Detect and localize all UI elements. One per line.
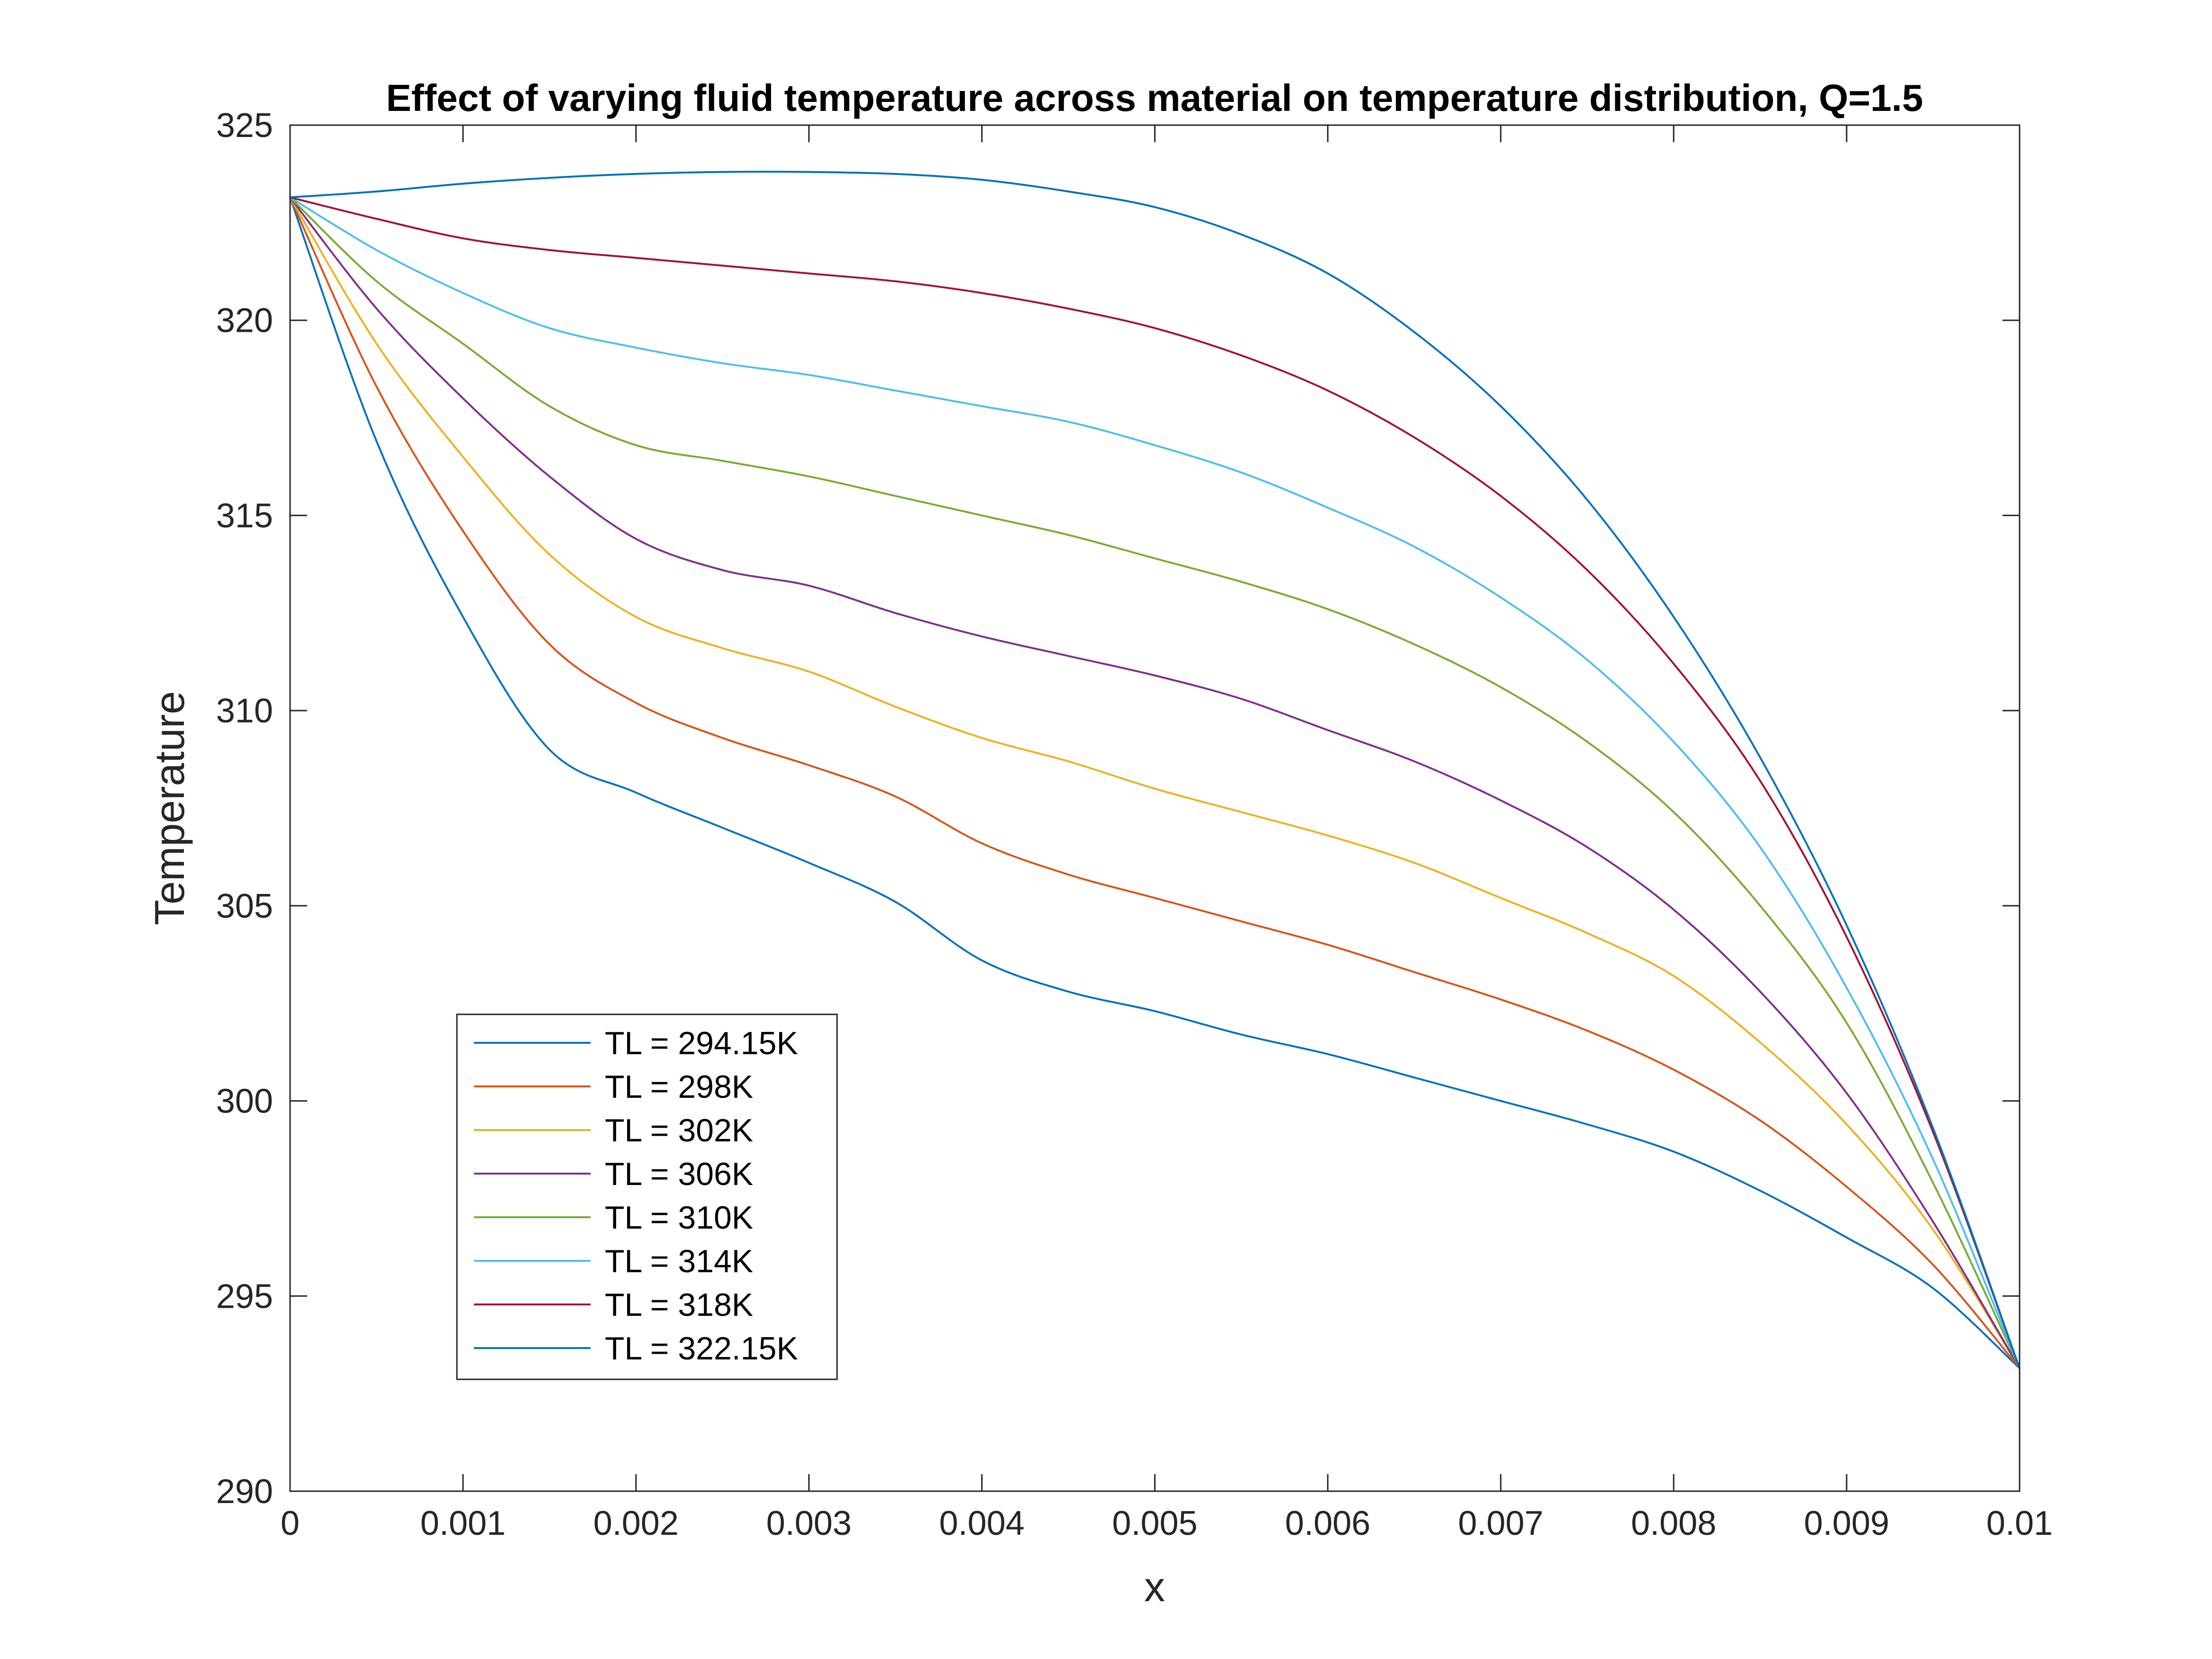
x-tick-label: 0.002 xyxy=(593,1504,679,1542)
legend-label-5: TL = 310K xyxy=(605,1200,753,1236)
x-tick-label: 0.003 xyxy=(766,1504,852,1542)
x-tick-label: 0.01 xyxy=(1986,1504,2053,1542)
series-line-7 xyxy=(290,196,2021,1369)
series-line-6 xyxy=(289,196,2021,1369)
series-line-8 xyxy=(290,171,2021,1369)
plot-frame xyxy=(289,124,2021,1492)
x-tick-label: 0.001 xyxy=(420,1504,506,1542)
x-tick-label: 0.008 xyxy=(1631,1504,1716,1542)
y-tick-label: 325 xyxy=(216,107,273,145)
y-tick-label: 310 xyxy=(216,692,273,730)
series-line-2 xyxy=(289,197,2021,1369)
y-tick-label: 305 xyxy=(216,887,273,925)
series-layer xyxy=(289,171,2021,1369)
y-tick-label: 300 xyxy=(216,1083,273,1121)
chart-title: Effect of varying fluid temperature acro… xyxy=(386,77,1923,119)
legend-label-7: TL = 318K xyxy=(605,1287,753,1323)
series-line-5 xyxy=(289,196,2021,1369)
legend-label-2: TL = 298K xyxy=(605,1069,753,1105)
x-tick-label: 0 xyxy=(281,1504,300,1542)
legend: TL = 294.15K TL = 298K TL = 302K TL = 306K T… xyxy=(456,1013,838,1380)
y-tick-label: 295 xyxy=(216,1277,273,1315)
series-line-3 xyxy=(289,197,2021,1369)
legend-label-3: TL = 302K xyxy=(605,1112,753,1149)
x-tick-label: 0.006 xyxy=(1285,1504,1370,1542)
series-line-4 xyxy=(289,197,2021,1369)
y-axis-label: Temperature xyxy=(146,691,193,925)
legend-label-4: TL = 306K xyxy=(605,1156,753,1192)
y-tick-label: 315 xyxy=(216,497,273,535)
tick-layer: 0 0.001 0.002 0.003 0.004 0.005 0.006 0.007 0.00… xyxy=(216,107,2053,1542)
x-tick-label: 0.005 xyxy=(1112,1504,1197,1542)
y-tick-label: 290 xyxy=(216,1473,273,1511)
legend-label-8: TL = 322.15K xyxy=(605,1331,798,1367)
x-axis-label: x xyxy=(1144,1563,1165,1610)
x-tick-label: 0.004 xyxy=(939,1504,1025,1542)
legend-box xyxy=(456,1013,838,1380)
x-tick-label: 0.009 xyxy=(1804,1504,1889,1542)
legend-label-1: TL = 294.15K xyxy=(605,1025,798,1061)
x-tick-label: 0.007 xyxy=(1458,1504,1543,1542)
y-tick-label: 320 xyxy=(216,302,273,340)
series-line-1 xyxy=(289,197,2021,1369)
legend-label-6: TL = 314K xyxy=(605,1243,753,1279)
